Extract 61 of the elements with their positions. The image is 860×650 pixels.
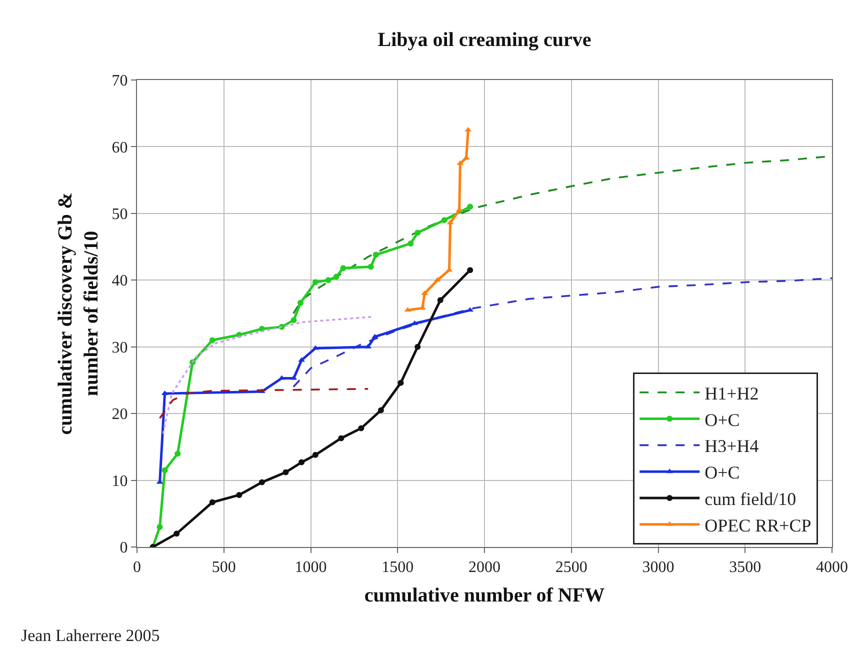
text: Jean Laherrere 2005 — [21, 626, 160, 645]
point — [174, 530, 180, 537]
x-tick-label: 3000 — [642, 559, 674, 576]
legend-label: H3+H4 — [704, 436, 759, 456]
x-tick-label: 4000 — [816, 559, 848, 576]
y-tick-label: 20 — [112, 406, 128, 424]
y-tick-label: 70 — [112, 72, 128, 90]
point — [290, 317, 297, 324]
point — [378, 407, 384, 414]
point — [156, 524, 163, 530]
point — [441, 217, 448, 224]
point — [312, 452, 318, 458]
point — [467, 204, 474, 210]
point — [325, 277, 332, 284]
point — [174, 450, 181, 457]
point — [408, 240, 414, 246]
point — [236, 492, 242, 498]
x-tick-label: 2500 — [555, 559, 588, 576]
line-series — [292, 277, 832, 388]
point — [372, 252, 379, 258]
point — [338, 435, 344, 442]
x-tick-label: 500 — [212, 559, 236, 576]
point — [162, 467, 168, 474]
point — [298, 459, 305, 466]
point — [358, 425, 364, 432]
y-tick-label: 50 — [112, 206, 128, 224]
y-tick-label: 10 — [112, 472, 128, 490]
x-tick-label: 1000 — [294, 559, 327, 576]
x-tick-label: 1500 — [382, 559, 414, 576]
line-series — [158, 388, 369, 420]
point — [340, 265, 346, 272]
legend-label: O+C — [704, 410, 740, 430]
point — [209, 499, 216, 506]
point — [312, 279, 318, 286]
line-series — [162, 316, 372, 434]
point — [298, 357, 305, 362]
point — [368, 264, 374, 270]
y-axis-title: cumulativer discovery Gb & number of fields/10 — [54, 192, 102, 435]
y-tick-label: 60 — [112, 139, 128, 156]
legend-label: H1+H2 — [704, 383, 759, 404]
point — [398, 380, 404, 386]
point — [209, 337, 216, 344]
point — [333, 274, 340, 280]
point — [414, 344, 421, 350]
point — [414, 230, 421, 236]
point — [282, 469, 289, 476]
point — [298, 300, 304, 306]
y-tick-label: 0 — [120, 540, 128, 557]
legend-label: cum field/10 — [704, 488, 796, 509]
point — [437, 297, 444, 304]
legend-label: OPEC RR+CP — [704, 515, 812, 536]
point — [467, 267, 474, 274]
point — [258, 479, 265, 486]
x-tick-label: 3500 — [729, 559, 762, 576]
x-axis-title: cumulative number of NFW — [364, 584, 605, 607]
y-tick-label: 30 — [112, 339, 128, 356]
x-tick-label: 0 — [133, 559, 141, 576]
chart-title: Libya oil creaming curve — [378, 29, 592, 51]
y-tick-label: 40 — [112, 272, 128, 290]
legend-label: O+C — [704, 462, 740, 483]
x-tick-label: 2000 — [468, 559, 500, 576]
